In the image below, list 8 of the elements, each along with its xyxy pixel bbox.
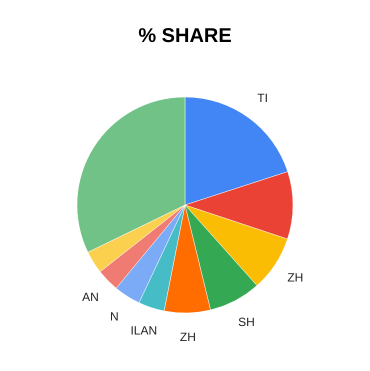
slice-label: SH [238,314,255,329]
chart-title: % SHARE [138,25,232,47]
slice-label: TI [257,91,268,106]
slice-label: AN [82,290,99,304]
slice-label: ZH [180,330,196,344]
slice-label: ILAN [130,323,158,338]
slice-label: ZH [287,270,304,284]
slice-label: N [110,309,119,324]
